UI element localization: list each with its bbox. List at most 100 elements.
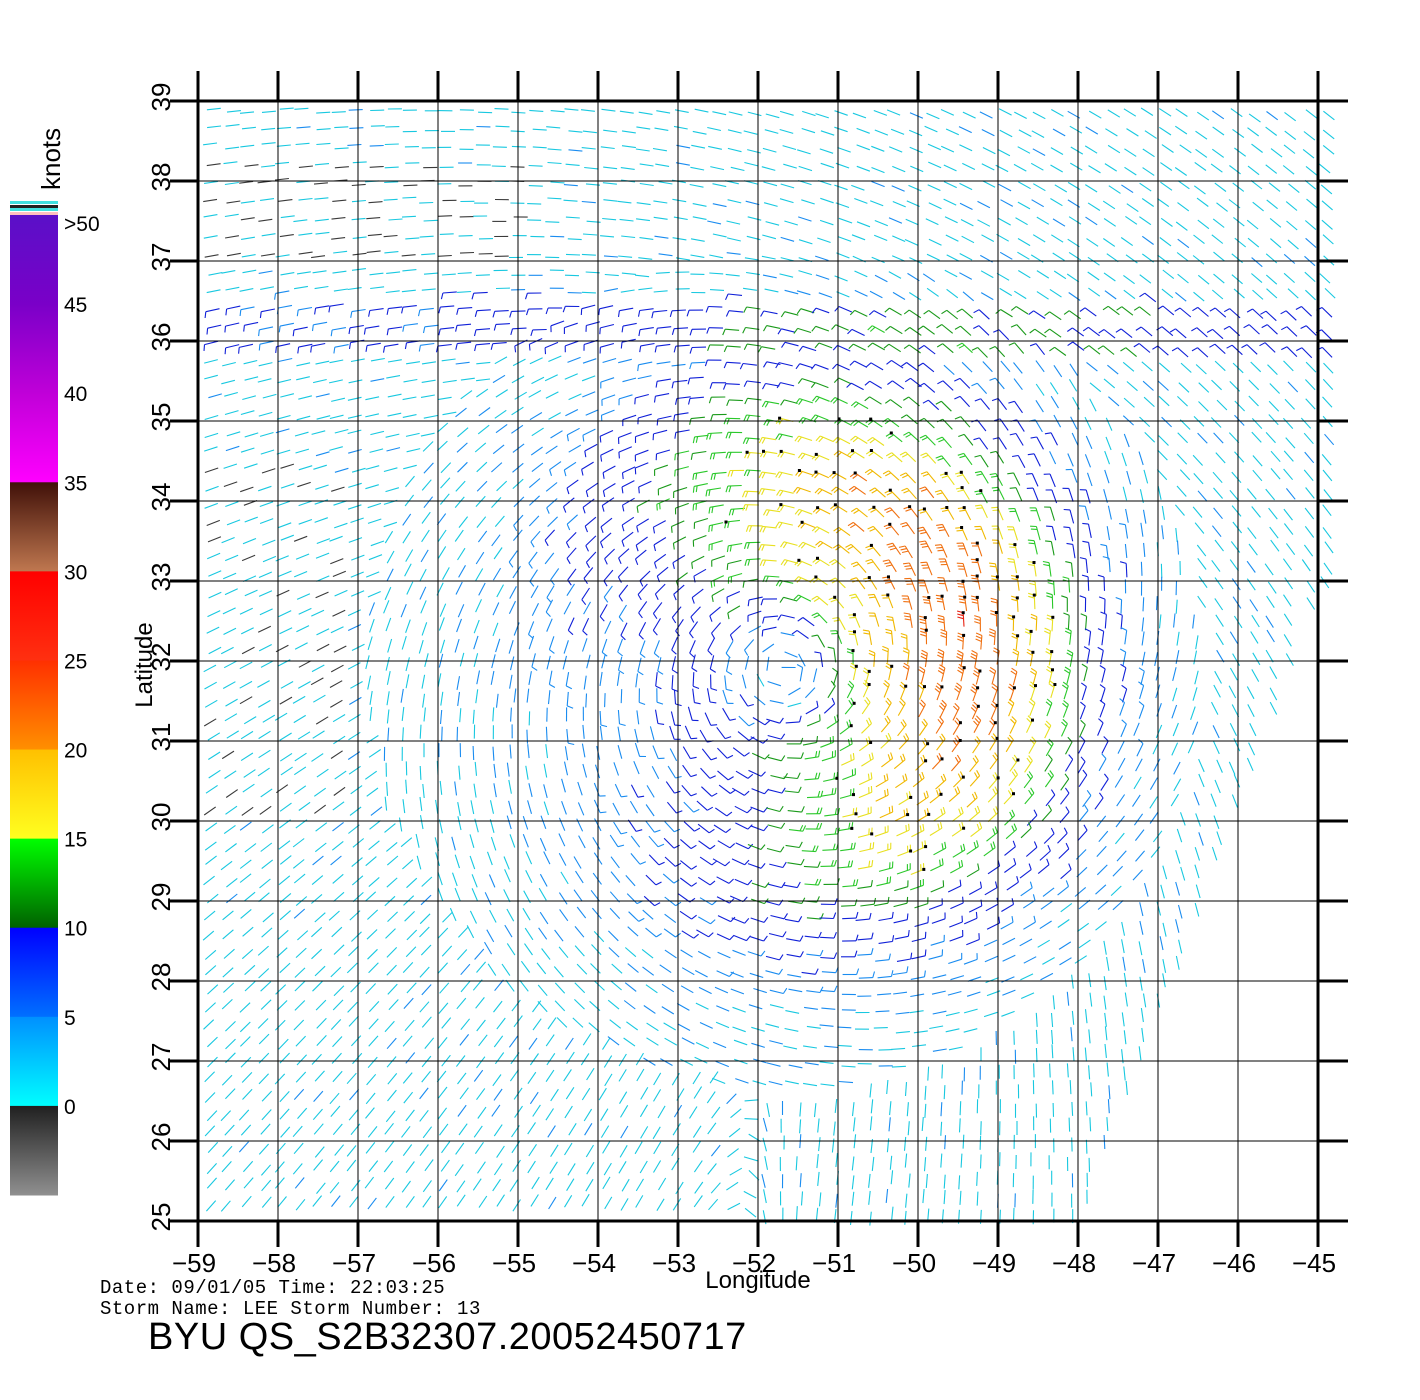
wind-barb	[1029, 702, 1036, 717]
wind-barb	[406, 581, 414, 595]
wind-barb	[581, 304, 596, 310]
wind-barb	[593, 980, 605, 991]
wind-barb	[608, 930, 619, 942]
wind-barb	[581, 638, 588, 652]
wind-barb	[806, 720, 821, 727]
wind-barb-feather	[759, 526, 764, 533]
wind-barb	[1197, 274, 1210, 285]
wind-barb	[1251, 669, 1260, 682]
wind-barb-feather	[729, 634, 734, 641]
wind-barb	[293, 1088, 305, 1100]
wind-barb	[747, 343, 761, 347]
wind-barb	[226, 730, 239, 739]
wind-barb	[799, 667, 804, 682]
wind-barb	[1142, 959, 1146, 973]
wind-barb-feather	[1101, 753, 1107, 759]
wind-barb	[928, 309, 941, 320]
wind-barb	[883, 702, 892, 716]
wind-barb-feather	[1119, 561, 1127, 564]
rain-flag	[870, 832, 874, 836]
wind-barb-feather	[562, 506, 567, 513]
wind-barb-feather	[549, 649, 555, 654]
wind-barb	[1270, 148, 1283, 158]
wind-barb	[924, 125, 938, 133]
wind-barb-feather	[815, 845, 819, 852]
wind-barb	[436, 440, 448, 452]
wind-barb	[820, 130, 835, 136]
wind-barb	[802, 345, 817, 352]
wind-barb-feather	[833, 932, 837, 939]
wind-barb	[1229, 489, 1240, 502]
wind-barb-feather	[923, 599, 930, 601]
wind-barb	[618, 548, 630, 559]
wind-barb-feather	[798, 786, 802, 793]
wind-barb-feather	[923, 792, 927, 799]
wind-barb	[1251, 431, 1262, 443]
wind-barb	[1139, 416, 1151, 428]
wind-barb	[420, 342, 435, 346]
wind-barb-feather	[764, 720, 771, 726]
legend-label: 0	[64, 1096, 76, 1119]
wind-barb	[912, 846, 926, 853]
wind-barb	[622, 414, 637, 421]
wind-barb-feather	[900, 632, 907, 636]
rain-flag	[814, 452, 818, 456]
wind-barb	[1103, 576, 1106, 591]
wind-barb	[544, 374, 558, 382]
wind-barb	[387, 412, 402, 417]
wind-barb	[509, 674, 513, 689]
wind-barb	[717, 951, 731, 959]
wind-barb	[819, 917, 834, 920]
wind-barb	[652, 602, 663, 614]
wind-barb	[716, 970, 730, 978]
wind-barb	[582, 724, 585, 739]
wind-barb-feather	[974, 718, 980, 724]
wind-barb	[1016, 324, 1027, 336]
wind-barb-feather	[831, 324, 837, 330]
wind-barb	[891, 1047, 906, 1050]
rain-flag	[924, 628, 928, 632]
wind-barb	[943, 577, 948, 592]
wind-barb-feather	[900, 548, 907, 551]
wind-barb	[905, 218, 919, 226]
wind-barb	[618, 1069, 627, 1082]
wind-barb	[584, 166, 599, 170]
wind-barb	[567, 568, 577, 581]
wind-barb	[638, 361, 653, 366]
wind-barb	[722, 707, 731, 721]
wind-barb	[225, 843, 237, 853]
wind-barb	[639, 570, 651, 582]
wind-barb-feather	[690, 774, 697, 778]
wind-barb-feather	[743, 414, 748, 422]
wind-barb-feather	[471, 293, 475, 300]
wind-barb-feather	[992, 683, 999, 689]
wind-barb	[712, 233, 727, 238]
wind-barb-feather	[619, 723, 626, 727]
wind-barb	[674, 109, 689, 113]
wind-barb	[440, 305, 455, 308]
wind-barb-feather	[1097, 345, 1104, 350]
wind-barb	[1214, 360, 1226, 372]
wind-barb	[294, 107, 309, 110]
wind-barb-feather	[848, 633, 856, 636]
wind-barb-feather	[888, 545, 895, 548]
wind-barb	[1233, 738, 1241, 752]
wind-barb-feather	[798, 841, 803, 848]
wind-barb	[707, 126, 722, 132]
wind-barb	[1304, 271, 1316, 283]
wind-barb	[529, 569, 538, 582]
wind-barb	[422, 693, 426, 708]
wind-barb-feather	[710, 757, 718, 761]
wind-barb	[295, 142, 310, 146]
wind-barb	[564, 373, 578, 380]
wind-barb-feather	[1027, 539, 1035, 542]
wind-barb-feather	[653, 652, 660, 658]
wind-barb	[224, 213, 239, 218]
wind-barb	[574, 926, 585, 938]
wind-barb	[629, 800, 638, 814]
wind-barb	[222, 681, 236, 689]
wind-barb	[311, 926, 323, 938]
wind-barb	[999, 251, 1013, 260]
wind-barb	[1211, 701, 1219, 715]
wind-barb	[943, 1085, 946, 1100]
